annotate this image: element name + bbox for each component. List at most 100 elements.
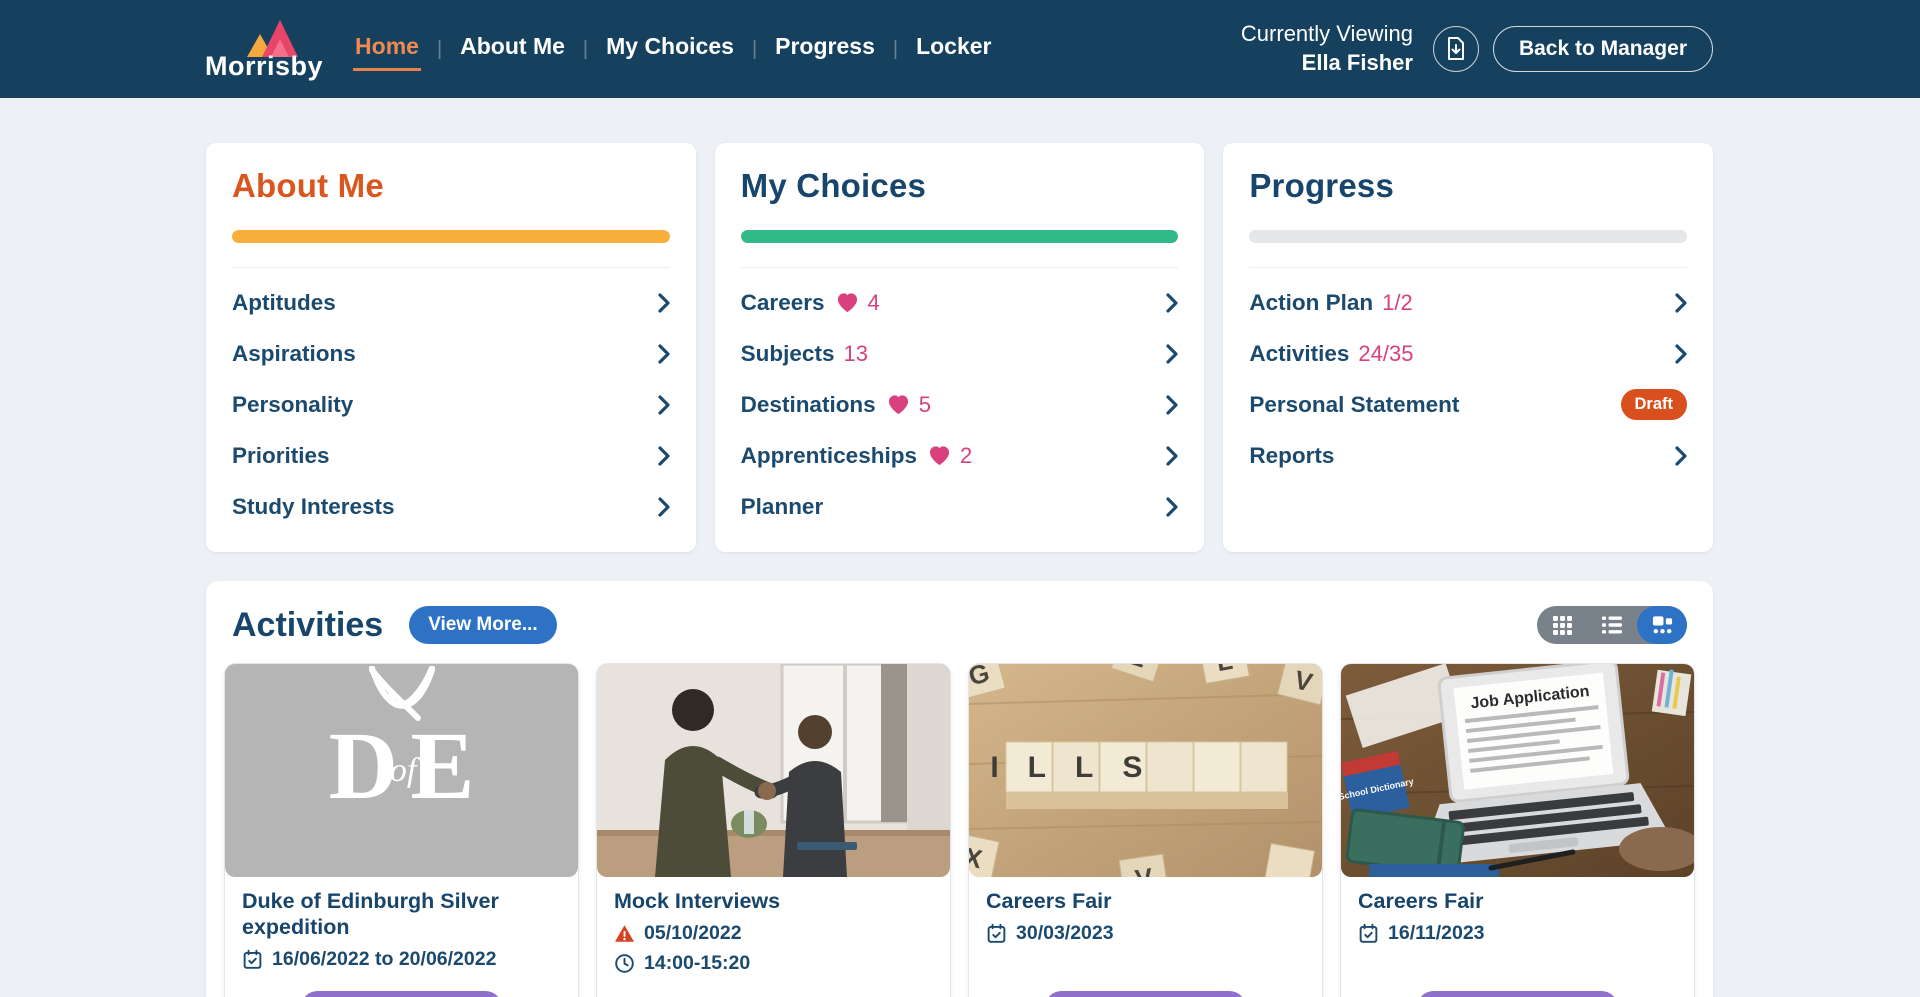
item-label: Activities — [1249, 340, 1350, 366]
activity-card-mock-interviews[interactable]: Mock Interviews 05/10/2022 — [596, 663, 951, 997]
my-choices-card-title: My Choices — [740, 167, 927, 204]
chevron-right-icon — [1166, 394, 1178, 415]
item-label: Action Plan — [1249, 289, 1374, 315]
calendar-icon — [987, 923, 1006, 943]
activity-title: Duke of Edinburgh Silver expedition — [242, 889, 499, 939]
dofe-letter-of: of — [389, 752, 417, 789]
about-me-item-aptitudes[interactable]: Aptitudes — [232, 277, 670, 328]
back-to-manager-button[interactable]: Back to Manager — [1492, 26, 1713, 72]
item-count: 5 — [918, 391, 931, 417]
nav-item-my-choices[interactable]: My Choices — [606, 33, 734, 59]
nav-separator: | — [582, 37, 589, 60]
interview-handshake-image — [597, 664, 950, 877]
activity-date: 05/10/2022 — [644, 921, 742, 944]
svg-text:V: V — [1133, 862, 1155, 877]
activity-card-body: Duke of Edinburgh Silver expedition 16/0… — [225, 877, 578, 997]
page-content: About Me Aptitudes Aspirations Personali… — [206, 143, 1714, 997]
activity-cards-row: D of E Duke of Edinburgh Silver expediti… — [224, 663, 1695, 997]
activity-date-row: 30/03/2023 — [986, 922, 1305, 945]
item-label: Aptitudes — [232, 289, 336, 315]
chevron-right-icon — [1166, 292, 1178, 313]
nav-item-locker[interactable]: Locker — [916, 33, 992, 59]
activity-card-careers-fair-1[interactable]: G Z L V X V — [968, 663, 1323, 997]
about-me-progress-fill — [232, 230, 670, 243]
dofe-letter-e: E — [410, 712, 475, 819]
progress-item-activities[interactable]: Activities 24/35 — [1249, 328, 1687, 379]
activity-time-row: 14:00-15:20 — [614, 952, 933, 975]
top-navigation-bar: Morrisby Home | About Me | My Choices | … — [0, 0, 1920, 98]
progress-card-title: Progress — [1249, 167, 1395, 204]
item-value: 24/35 — [1358, 340, 1414, 366]
my-choices-item-destinations[interactable]: Destinations 5 — [741, 379, 1179, 430]
about-me-item-priorities[interactable]: Priorities — [232, 430, 670, 481]
clock-icon — [615, 954, 634, 973]
my-choices-links: Careers 4 Subjects 13 Destinations 5 — [741, 277, 1179, 532]
dofe-monogram: D of E — [329, 718, 475, 814]
chevron-right-icon — [1166, 343, 1178, 364]
activities-panel: Activities View More... — [206, 581, 1713, 997]
chevron-right-icon — [658, 445, 670, 466]
morrisby-logo[interactable]: Morrisby — [205, 17, 323, 82]
item-label: Apprenticeships — [740, 442, 917, 468]
progress-item-action-plan[interactable]: Action Plan 1/2 — [1249, 277, 1687, 328]
progress-item-reports[interactable]: Reports — [1249, 430, 1687, 481]
nav-item-home[interactable]: Home — [353, 27, 421, 71]
about-me-item-personality[interactable]: Personality — [232, 379, 670, 430]
about-me-links: Aptitudes Aspirations Personality Priori… — [232, 277, 670, 532]
download-report-button[interactable] — [1432, 26, 1479, 72]
list-view-button[interactable] — [1587, 606, 1637, 644]
feedback-required-badge: Feedback is required — [1416, 991, 1619, 997]
heart-icon — [836, 292, 859, 313]
currently-viewing: Currently Viewing Ella Fisher — [1241, 20, 1413, 77]
card-view-button[interactable] — [1637, 606, 1687, 644]
item-label: Personality — [232, 391, 354, 417]
chevron-right-icon — [1675, 343, 1687, 364]
nav-item-about-me[interactable]: About Me — [460, 33, 565, 59]
chevron-right-icon — [658, 394, 670, 415]
summary-cards-row: About Me Aptitudes Aspirations Personali… — [206, 143, 1714, 552]
file-download-icon — [1447, 37, 1464, 60]
about-me-card: About Me Aptitudes Aspirations Personali… — [206, 143, 696, 552]
about-me-item-aspirations[interactable]: Aspirations — [232, 328, 670, 379]
activity-date-row: 05/10/2022 — [614, 922, 933, 945]
view-toggle-group — [1537, 606, 1687, 644]
chevron-right-icon — [1675, 445, 1687, 466]
item-count: 4 — [867, 289, 880, 315]
activity-card-body: Careers Fair 30/03/2023 Feedback is requ… — [969, 877, 1322, 997]
calendar-icon — [243, 949, 262, 969]
item-count: 2 — [959, 442, 973, 468]
item-label: Destinations — [740, 391, 876, 417]
nav-separator: | — [751, 37, 758, 60]
grid-view-button[interactable] — [1537, 606, 1587, 644]
svg-text:G: G — [969, 664, 993, 691]
item-label: Subjects — [740, 340, 835, 366]
view-more-button[interactable]: View More... — [409, 606, 557, 644]
my-choices-item-planner[interactable]: Planner — [741, 481, 1179, 532]
draft-status-badge: Draft — [1620, 389, 1688, 420]
header-right-group: Currently Viewing Ella Fisher Back to Ma… — [1241, 20, 1713, 77]
warning-icon — [615, 925, 634, 942]
about-me-item-study-interests[interactable]: Study Interests — [232, 481, 670, 532]
my-choices-progress-bar — [740, 230, 1179, 243]
activity-card-careers-fair-2[interactable]: School Dictionary Job Application — [1340, 663, 1695, 997]
my-choices-card: My Choices Careers 4 Subjects 13 Destina… — [714, 143, 1205, 552]
item-label: Aspirations — [232, 340, 356, 366]
my-choices-progress-fill — [740, 230, 1179, 243]
activity-card-dofe-expedition[interactable]: D of E Duke of Edinburgh Silver expediti… — [224, 663, 579, 997]
dofe-cipher-icon — [368, 666, 435, 721]
progress-item-personal-statement[interactable]: Personal Statement Draft — [1249, 379, 1688, 430]
item-count: 13 — [843, 340, 868, 366]
item-label: Careers — [740, 289, 825, 315]
my-choices-item-careers[interactable]: Careers 4 — [741, 277, 1179, 328]
activities-title: Activities — [232, 605, 384, 644]
nav-item-progress[interactable]: Progress — [775, 33, 875, 59]
activity-card-body: Mock Interviews 05/10/2022 — [597, 877, 950, 997]
activity-time: 14:00-15:20 — [644, 951, 751, 974]
about-me-card-title: About Me — [232, 167, 384, 204]
my-choices-item-apprenticeships[interactable]: Apprenticeships 2 — [741, 430, 1179, 481]
svg-text:Z: Z — [1126, 664, 1150, 674]
divider — [232, 267, 670, 268]
progress-links: Action Plan 1/2 Activities 24/35 Persona… — [1249, 277, 1688, 481]
my-choices-item-subjects[interactable]: Subjects 13 — [741, 328, 1179, 379]
activity-date-row: 16/06/2022 to 20/06/2022 — [242, 948, 561, 971]
